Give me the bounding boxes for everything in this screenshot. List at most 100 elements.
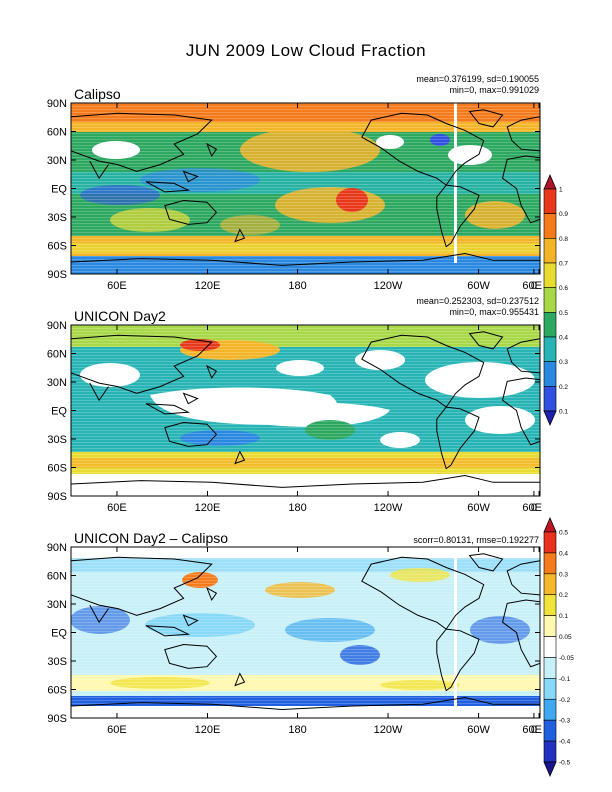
coastlines — [71, 331, 569, 488]
coastline — [436, 406, 480, 470]
lon-tick-label: 120W — [374, 724, 403, 736]
panel-stats-line1: mean=0.376199, sd=0.190055 — [416, 74, 539, 84]
panel-calipso: Calipso mean=0.376199, sd=0.190055 min=0… — [47, 74, 542, 292]
lon-tick-label: 60E — [522, 502, 542, 514]
colorbar-label: 0.5 — [559, 530, 568, 537]
colorbar-label: 0.4 — [559, 335, 568, 342]
lon-tick-label: 0 — [531, 724, 537, 736]
coastline — [501, 377, 540, 446]
coastline — [89, 382, 109, 402]
coastline — [71, 556, 213, 616]
colorbar-box — [543, 287, 557, 313]
lat-ticks: 90N 60N 30N EQ 30S 60S 90S — [47, 320, 540, 503]
colorbar-label: 0.1 — [559, 409, 568, 416]
colorbar-fraction: 1 0.9 0.8 0.7 0.6 0.5 0.4 0.3 0.2 0.1 — [543, 173, 568, 427]
lon-tick-label: 0 — [531, 280, 537, 292]
lon-tick-label: 120E — [195, 502, 221, 514]
coastline — [361, 556, 485, 630]
colorbar-box — [543, 698, 557, 721]
coastline — [436, 628, 480, 692]
coastline — [361, 112, 485, 186]
colorbar-cap-top — [543, 516, 557, 533]
coastline — [206, 364, 218, 380]
coastline — [506, 560, 540, 596]
coastlines — [71, 553, 540, 711]
colorbar-label: -0.1 — [559, 676, 571, 683]
coastline — [164, 199, 218, 225]
panel-title: UNICON Day2 — [74, 308, 166, 324]
coastline — [182, 170, 199, 183]
lon-tick-label: 60W — [467, 280, 490, 292]
coastline — [468, 331, 504, 350]
colorbar-label: 0.7 — [559, 261, 568, 268]
colorbar-box — [543, 657, 557, 679]
lon-tick-label: 120E — [195, 280, 221, 292]
colorbar-label: 0.9 — [559, 211, 568, 218]
panel-stats-line2: min=0, max=0.955431 — [449, 307, 539, 317]
lon-tick-label: 120W — [374, 280, 403, 292]
colorbar-label: -0.05 — [559, 655, 574, 662]
lon-tick-label: 60W — [467, 724, 490, 736]
coastlines — [71, 109, 540, 266]
lat-tick-label: EQ — [51, 628, 67, 640]
panel-title: Calipso — [74, 86, 121, 102]
colorbar-label: -0.5 — [559, 760, 571, 767]
colorbar-box — [543, 552, 557, 575]
figure-title: JUN 2009 Low Cloud Fraction — [186, 41, 426, 60]
colorbar-cap-bottom — [543, 410, 557, 427]
colorbar-box — [543, 678, 557, 700]
lat-tick-label: 60N — [47, 349, 67, 361]
colorbar-box — [543, 636, 557, 658]
colorbar-box — [543, 213, 557, 239]
lat-tick-label: 30N — [47, 377, 67, 389]
lon-tick-label: 60E — [107, 280, 127, 292]
colorbar-label: -0.3 — [559, 718, 571, 725]
lon-tick-label: 180 — [288, 280, 306, 292]
lat-tick-label: EQ — [51, 184, 67, 196]
map-field — [71, 547, 540, 718]
colorbar-label: 0.5 — [559, 310, 568, 317]
coastline — [468, 109, 504, 128]
lat-ticks: 90N 60N 30N EQ 30S 60S 90S — [47, 98, 540, 281]
lat-tick-label: 90S — [47, 713, 67, 725]
lon-tick-label: 60E — [522, 724, 542, 736]
lon-tick-label: 180 — [288, 724, 306, 736]
lat-tick-label: 90N — [47, 98, 67, 110]
lat-tick-label: 30N — [47, 155, 67, 167]
lat-tick-label: 60S — [47, 463, 67, 475]
coastline — [71, 112, 213, 172]
colorbar-label: 0.6 — [559, 285, 568, 292]
coastline — [145, 181, 191, 193]
colorbar-label: 0.4 — [559, 550, 568, 557]
colorbar-box — [543, 615, 557, 637]
lat-tick-label: 30N — [47, 599, 67, 611]
coastline — [145, 625, 191, 637]
colorbar-box — [543, 188, 557, 214]
panel-difference: UNICON Day2 – Calipso scorr=0.80131, rms… — [47, 530, 542, 736]
colorbar-label: 0.1 — [559, 613, 568, 620]
colorbar-label: 0.3 — [559, 359, 568, 366]
coastline — [164, 643, 218, 669]
coastline — [164, 421, 218, 447]
lon-tick-label: 120E — [195, 724, 221, 736]
coastline — [506, 338, 540, 374]
colorbar-box — [543, 740, 557, 763]
coastline — [182, 614, 199, 627]
coastline — [71, 696, 540, 711]
lat-tick-label: 30S — [47, 656, 67, 668]
coastline — [206, 586, 218, 602]
panel-title: UNICON Day2 – Calipso — [74, 530, 228, 546]
coastline — [564, 424, 569, 438]
colorbar-box — [543, 573, 557, 596]
lat-tick-label: 60S — [47, 685, 67, 697]
colorbar-label: 0.2 — [559, 384, 568, 391]
colorbar-box — [543, 531, 557, 554]
colorbar-label: 0.05 — [559, 634, 572, 641]
coastline — [234, 450, 246, 465]
map-field — [71, 103, 540, 274]
colorbar-box — [543, 361, 557, 387]
lon-tick-label: 60W — [467, 502, 490, 514]
lat-tick-label: 30S — [47, 434, 67, 446]
